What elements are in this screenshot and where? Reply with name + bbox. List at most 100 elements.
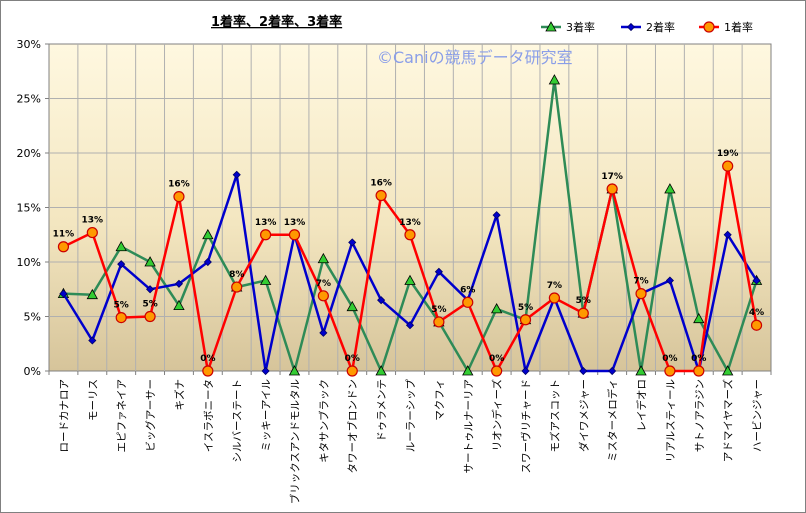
x-category-label: ビッグアーサー <box>144 379 157 452</box>
data-label: 8% <box>229 270 244 280</box>
x-category-label: モズアスコット <box>548 379 561 453</box>
data-point <box>665 276 674 285</box>
y-tick-label: 15% <box>17 202 41 215</box>
data-point <box>317 252 330 264</box>
data-point <box>57 241 70 253</box>
legend-item: 1着率 <box>699 20 753 34</box>
legend-item: 3着率 <box>541 20 595 34</box>
x-category-label: マクフィ <box>434 379 446 421</box>
data-point <box>664 183 676 194</box>
data-point <box>723 230 732 239</box>
x-category-label: アドマイヤマーズ <box>722 379 735 462</box>
y-tick-label: 20% <box>17 147 41 160</box>
x-category-label: ダイワメジャー <box>577 379 590 452</box>
legend-marker <box>545 21 557 32</box>
data-point <box>88 336 97 345</box>
data-point <box>462 365 474 376</box>
data-point <box>462 296 474 308</box>
x-category-label: リアルスティール <box>665 379 677 462</box>
x-category-label: エピファネイア <box>116 379 128 453</box>
series-layer <box>57 74 763 377</box>
legend-label: 1着率 <box>724 20 753 34</box>
series-3 <box>57 160 763 377</box>
data-label: 5% <box>431 305 446 315</box>
data-point <box>491 365 503 377</box>
data-label: 16% <box>370 179 392 189</box>
data-point <box>606 183 618 195</box>
watermark: ©Caniの競馬データ研究室 <box>377 48 573 67</box>
data-point <box>434 267 443 276</box>
data-point <box>577 307 589 319</box>
x-axis: ロードカナロア モーリス エピファネイア ビッグアーサー キズナ イスラボニータ シルバース… <box>48 371 772 504</box>
data-point <box>174 279 184 288</box>
x-category-label: ハービンジャー <box>752 379 764 452</box>
y-tick-label: 30% <box>17 38 41 51</box>
data-label: 0% <box>200 354 215 364</box>
data-label: 5% <box>518 303 533 313</box>
legend-label: 3着率 <box>566 20 595 34</box>
data-point <box>377 296 386 305</box>
data-point <box>346 300 358 312</box>
data-point <box>231 281 243 293</box>
x-category-label: ドゥラメンテ <box>376 379 388 442</box>
data-point <box>115 311 127 324</box>
x-category-label: キタサンブラック <box>317 379 330 463</box>
data-point <box>433 316 445 328</box>
data-label: 16% <box>168 180 190 190</box>
data-label: 5% <box>576 296 591 306</box>
data-label: 13% <box>284 218 306 228</box>
data-point <box>693 365 705 377</box>
data-point <box>86 226 98 239</box>
data-label: 13% <box>255 218 277 228</box>
data-point <box>404 229 416 241</box>
data-point <box>173 299 185 311</box>
data-point <box>317 290 329 302</box>
legend-item: 2着率 <box>621 20 675 34</box>
y-tick-label: 25% <box>17 93 41 106</box>
x-category-label: ロードカナロア <box>58 379 70 453</box>
y-tick-label: 0% <box>24 365 41 378</box>
data-label: 5% <box>114 301 129 311</box>
x-category-label: シルバーステート <box>232 379 244 462</box>
data-point <box>232 170 241 179</box>
data-label: 0% <box>662 354 677 364</box>
data-label: 6% <box>460 285 475 295</box>
y-axis: 0% 5% 10% 15% 20% 25% 30% <box>17 38 49 378</box>
data-label: 0% <box>345 354 360 364</box>
data-point <box>375 189 387 202</box>
data-point <box>202 365 214 377</box>
x-category-label: モーリス <box>87 379 99 421</box>
x-category-label: イスラボニータ <box>203 379 215 452</box>
data-label: 4% <box>749 308 764 318</box>
data-point <box>548 74 561 85</box>
data-point <box>144 310 156 323</box>
data-point <box>203 257 212 267</box>
data-point <box>319 328 328 337</box>
data-point <box>260 229 272 241</box>
data-point <box>405 321 415 330</box>
data-label: 0% <box>489 354 504 364</box>
data-point <box>722 365 734 376</box>
x-category-label: サトノアラジン <box>694 379 706 452</box>
y-tick-label: 10% <box>17 256 41 269</box>
data-label: 7% <box>633 277 648 287</box>
x-category-label: キズナ <box>173 379 186 411</box>
data-point <box>117 260 126 269</box>
data-point <box>750 319 763 331</box>
data-labels: 11% 13% 5% 5% 16% 0% 8% 13% 13% 7% 0% 16% 13% 5% 6% 0% 5… <box>53 149 765 364</box>
data-label: 7% <box>316 279 331 289</box>
legend: 3着率 2着率 1着率 <box>541 20 753 34</box>
x-category-label: スワーヴリチャード <box>520 379 533 473</box>
data-point <box>144 256 156 267</box>
data-label: 5% <box>142 300 157 310</box>
data-point <box>521 366 530 376</box>
data-label: 11% <box>53 230 75 240</box>
data-label: 0% <box>691 354 706 364</box>
data-label: 17% <box>601 172 623 182</box>
data-point <box>693 312 705 324</box>
chart-title: 1着率、2着率、3着率 <box>211 14 342 30</box>
data-label: 13% <box>82 216 104 226</box>
data-point <box>173 191 185 203</box>
data-point <box>261 366 270 376</box>
